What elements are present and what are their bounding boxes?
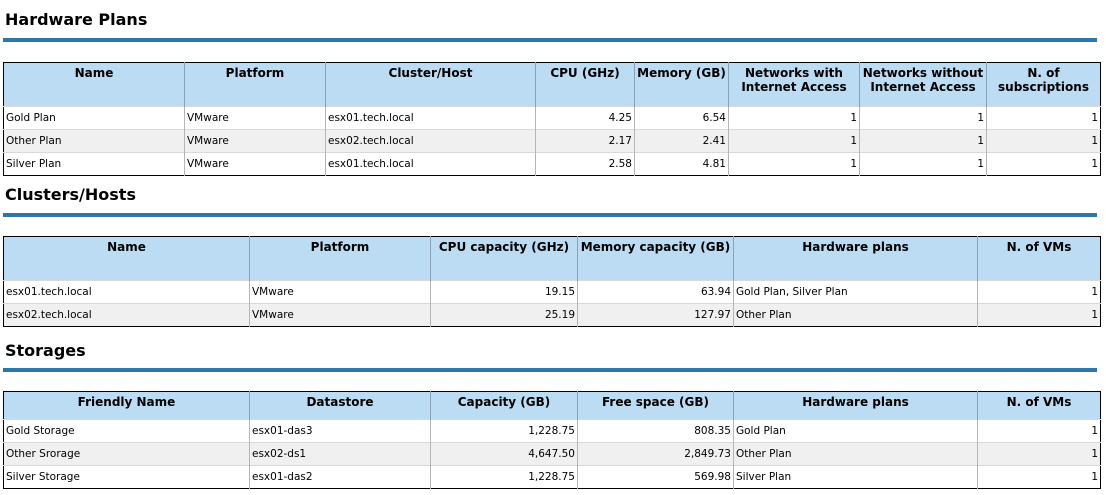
table-cell: 1,228.75 bbox=[430, 465, 578, 489]
table-cell: 1,228.75 bbox=[430, 419, 578, 443]
table-cell: 1 bbox=[977, 465, 1101, 489]
table-row: Gold Storage esx01-das3 1,228.75 808.35 … bbox=[3, 419, 1101, 443]
table-cell: 2,849.73 bbox=[577, 442, 734, 466]
table-cell: 2.17 bbox=[535, 129, 635, 153]
section-divider bbox=[3, 38, 1097, 42]
column-header[interactable]: Memory capacity (GB) bbox=[577, 236, 734, 281]
table-cell: esx01-das3 bbox=[249, 419, 431, 443]
column-header[interactable]: CPU (GHz) bbox=[535, 62, 635, 107]
column-header[interactable]: Networks with Internet Access bbox=[728, 62, 860, 107]
table-cell: VMware bbox=[249, 280, 431, 304]
table-cell: 4.81 bbox=[634, 152, 729, 176]
table-cell: VMware bbox=[184, 106, 326, 130]
table-cell: 2.41 bbox=[634, 129, 729, 153]
table-row: Other Srorage esx02-ds1 4,647.50 2,849.7… bbox=[3, 442, 1101, 466]
table-cell: 1 bbox=[859, 152, 987, 176]
storages-title: Storages bbox=[5, 341, 86, 360]
table-cell: esx01.tech.local bbox=[325, 152, 536, 176]
table-cell: VMware bbox=[184, 129, 326, 153]
table-cell: esx02-ds1 bbox=[249, 442, 431, 466]
table-cell: 1 bbox=[977, 280, 1101, 304]
column-header[interactable]: Friendly Name bbox=[3, 391, 250, 420]
column-header[interactable]: Cluster/Host bbox=[325, 62, 536, 107]
table-cell: VMware bbox=[249, 303, 431, 327]
hardware-plans-title: Hardware Plans bbox=[5, 10, 148, 29]
table-cell: 1 bbox=[728, 106, 860, 130]
table-row: esx02.tech.local VMware 25.19 127.97 Oth… bbox=[3, 303, 1101, 327]
clusters-hosts-title: Clusters/Hosts bbox=[5, 185, 136, 204]
table-cell: 1 bbox=[977, 303, 1101, 327]
table-cell: Other Plan bbox=[733, 303, 978, 327]
table-cell: 25.19 bbox=[430, 303, 578, 327]
table-cell: 4,647.50 bbox=[430, 442, 578, 466]
table-cell: 1 bbox=[986, 106, 1101, 130]
table-cell: 1 bbox=[859, 106, 987, 130]
hardware-plans-table: Name Platform Cluster/Host CPU (GHz) Mem… bbox=[3, 62, 1101, 176]
table-cell: 1 bbox=[986, 152, 1101, 176]
table-cell: Other Plan bbox=[3, 129, 185, 153]
table-cell: Other Plan bbox=[733, 442, 978, 466]
column-header[interactable]: N. of subscriptions bbox=[986, 62, 1101, 107]
table-row: Other Plan VMware esx02.tech.local 2.17 … bbox=[3, 129, 1101, 153]
column-header[interactable]: Hardware plans bbox=[733, 236, 978, 281]
table-cell: 1 bbox=[977, 419, 1101, 443]
section-divider bbox=[3, 368, 1097, 372]
table-cell: 6.54 bbox=[634, 106, 729, 130]
table-header-row: Friendly Name Datastore Capacity (GB) Fr… bbox=[3, 391, 1101, 420]
column-header[interactable]: Free space (GB) bbox=[577, 391, 734, 420]
table-cell: 4.25 bbox=[535, 106, 635, 130]
table-row: Gold Plan VMware esx01.tech.local 4.25 6… bbox=[3, 106, 1101, 130]
column-header[interactable]: CPU capacity (GHz) bbox=[430, 236, 578, 281]
table-cell: esx02.tech.local bbox=[325, 129, 536, 153]
clusters-hosts-table: Name Platform CPU capacity (GHz) Memory … bbox=[3, 236, 1101, 327]
table-cell: 127.97 bbox=[577, 303, 734, 327]
table-cell: 1 bbox=[986, 129, 1101, 153]
table-cell: Other Srorage bbox=[3, 442, 250, 466]
table-cell: 1 bbox=[728, 129, 860, 153]
table-cell: 19.15 bbox=[430, 280, 578, 304]
table-cell: VMware bbox=[184, 152, 326, 176]
table-cell: Gold Plan bbox=[733, 419, 978, 443]
table-cell: Gold Plan bbox=[3, 106, 185, 130]
column-header[interactable]: Capacity (GB) bbox=[430, 391, 578, 420]
table-cell: 569.98 bbox=[577, 465, 734, 489]
table-cell: Silver Plan bbox=[3, 152, 185, 176]
table-cell: Silver Storage bbox=[3, 465, 250, 489]
column-header[interactable]: Networks without Internet Access bbox=[859, 62, 987, 107]
section-divider bbox=[3, 213, 1097, 217]
table-header-row: Name Platform Cluster/Host CPU (GHz) Mem… bbox=[3, 62, 1101, 107]
table-cell: esx01-das2 bbox=[249, 465, 431, 489]
column-header[interactable]: Memory (GB) bbox=[634, 62, 729, 107]
column-header[interactable]: Hardware plans bbox=[733, 391, 978, 420]
column-header[interactable]: Platform bbox=[184, 62, 326, 107]
table-cell: esx01.tech.local bbox=[325, 106, 536, 130]
table-cell: 2.58 bbox=[535, 152, 635, 176]
table-row: esx01.tech.local VMware 19.15 63.94 Gold… bbox=[3, 280, 1101, 304]
column-header[interactable]: Name bbox=[3, 236, 250, 281]
column-header[interactable]: N. of VMs bbox=[977, 391, 1101, 420]
table-cell: 808.35 bbox=[577, 419, 734, 443]
table-cell: 1 bbox=[977, 442, 1101, 466]
storages-table: Friendly Name Datastore Capacity (GB) Fr… bbox=[3, 391, 1101, 489]
table-cell: 1 bbox=[728, 152, 860, 176]
table-cell: Silver Plan bbox=[733, 465, 978, 489]
column-header[interactable]: N. of VMs bbox=[977, 236, 1101, 281]
column-header[interactable]: Name bbox=[3, 62, 185, 107]
table-cell: esx02.tech.local bbox=[3, 303, 250, 327]
table-header-row: Name Platform CPU capacity (GHz) Memory … bbox=[3, 236, 1101, 281]
table-cell: Gold Storage bbox=[3, 419, 250, 443]
table-cell: 1 bbox=[859, 129, 987, 153]
column-header[interactable]: Datastore bbox=[249, 391, 431, 420]
table-row: Silver Storage esx01-das2 1,228.75 569.9… bbox=[3, 465, 1101, 489]
table-cell: Gold Plan, Silver Plan bbox=[733, 280, 978, 304]
table-cell: 63.94 bbox=[577, 280, 734, 304]
table-cell: esx01.tech.local bbox=[3, 280, 250, 304]
table-row: Silver Plan VMware esx01.tech.local 2.58… bbox=[3, 152, 1101, 176]
column-header[interactable]: Platform bbox=[249, 236, 431, 281]
